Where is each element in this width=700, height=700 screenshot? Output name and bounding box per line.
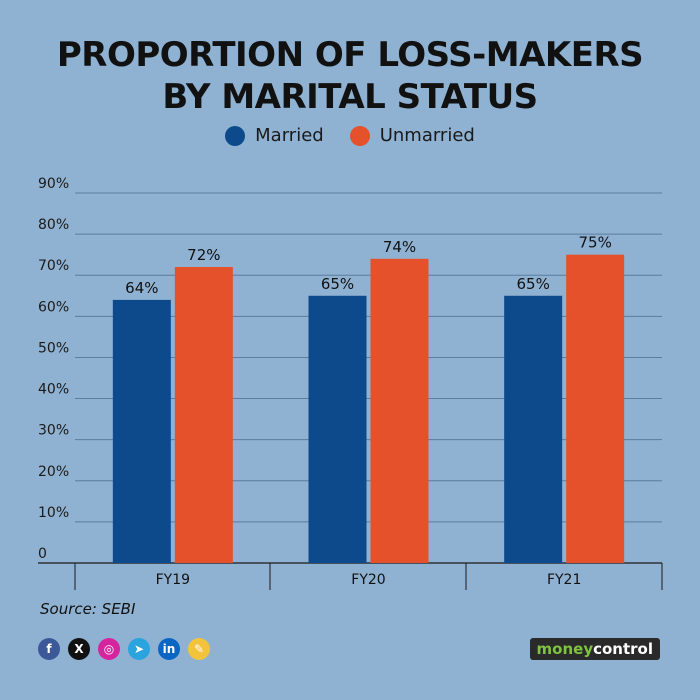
chart-title: PROPORTION OF LOSS-MAKERS BY MARITAL STA… bbox=[0, 34, 700, 118]
instagram-icon[interactable]: ◎ bbox=[98, 638, 120, 660]
bar-married bbox=[112, 299, 171, 563]
legend: Married Unmarried bbox=[0, 125, 700, 146]
data-label: 74% bbox=[383, 238, 416, 256]
y-tick-label: 60% bbox=[38, 299, 69, 315]
data-label: 72% bbox=[187, 246, 220, 264]
title-line-1: PROPORTION OF LOSS-MAKERS bbox=[56, 35, 644, 75]
legend-item-married: Married bbox=[225, 125, 324, 146]
title-line-2: BY MARITAL STATUS bbox=[162, 77, 538, 117]
bar-unmarried bbox=[370, 258, 429, 563]
x-tick-label: FY20 bbox=[351, 572, 385, 588]
brand-part-1: money bbox=[536, 640, 594, 658]
y-tick-label: 40% bbox=[38, 382, 69, 398]
y-tick-label: 10% bbox=[38, 505, 69, 521]
source-note: Source: SEBI bbox=[40, 600, 136, 618]
y-tick-label: 30% bbox=[38, 423, 69, 439]
legend-item-unmarried: Unmarried bbox=[349, 125, 475, 146]
brand-part-2: control bbox=[593, 640, 653, 658]
y-tick-label: 70% bbox=[38, 258, 69, 274]
social-icons: f X ◎ ➤ in ✎ bbox=[38, 638, 210, 660]
x-icon[interactable]: X bbox=[68, 638, 90, 660]
legend-swatch-unmarried bbox=[349, 125, 370, 146]
bar-married bbox=[308, 295, 367, 563]
y-tick-label: 80% bbox=[38, 217, 69, 233]
x-tick-label: FY21 bbox=[547, 572, 581, 588]
legend-swatch-married bbox=[225, 125, 246, 146]
y-tick-label: 20% bbox=[38, 464, 69, 480]
y-tick-label: 90% bbox=[38, 176, 69, 192]
telegram-icon[interactable]: ➤ bbox=[128, 638, 150, 660]
data-label: 65% bbox=[321, 275, 354, 293]
bar-unmarried bbox=[566, 254, 625, 563]
y-tick-label: 0 bbox=[38, 546, 47, 562]
x-tick-label: FY19 bbox=[156, 572, 190, 588]
data-label: 64% bbox=[125, 279, 158, 297]
facebook-icon[interactable]: f bbox=[38, 638, 60, 660]
data-label: 75% bbox=[578, 234, 611, 252]
legend-label-married: Married bbox=[255, 125, 324, 146]
legend-label-unmarried: Unmarried bbox=[379, 125, 475, 146]
bar-married bbox=[504, 295, 563, 563]
koo-icon[interactable]: ✎ bbox=[188, 638, 210, 660]
bar-unmarried bbox=[174, 267, 233, 563]
y-tick-label: 50% bbox=[38, 340, 69, 356]
data-label: 65% bbox=[516, 275, 549, 293]
linkedin-icon[interactable]: in bbox=[158, 638, 180, 660]
brand-logo: money control bbox=[529, 638, 660, 660]
